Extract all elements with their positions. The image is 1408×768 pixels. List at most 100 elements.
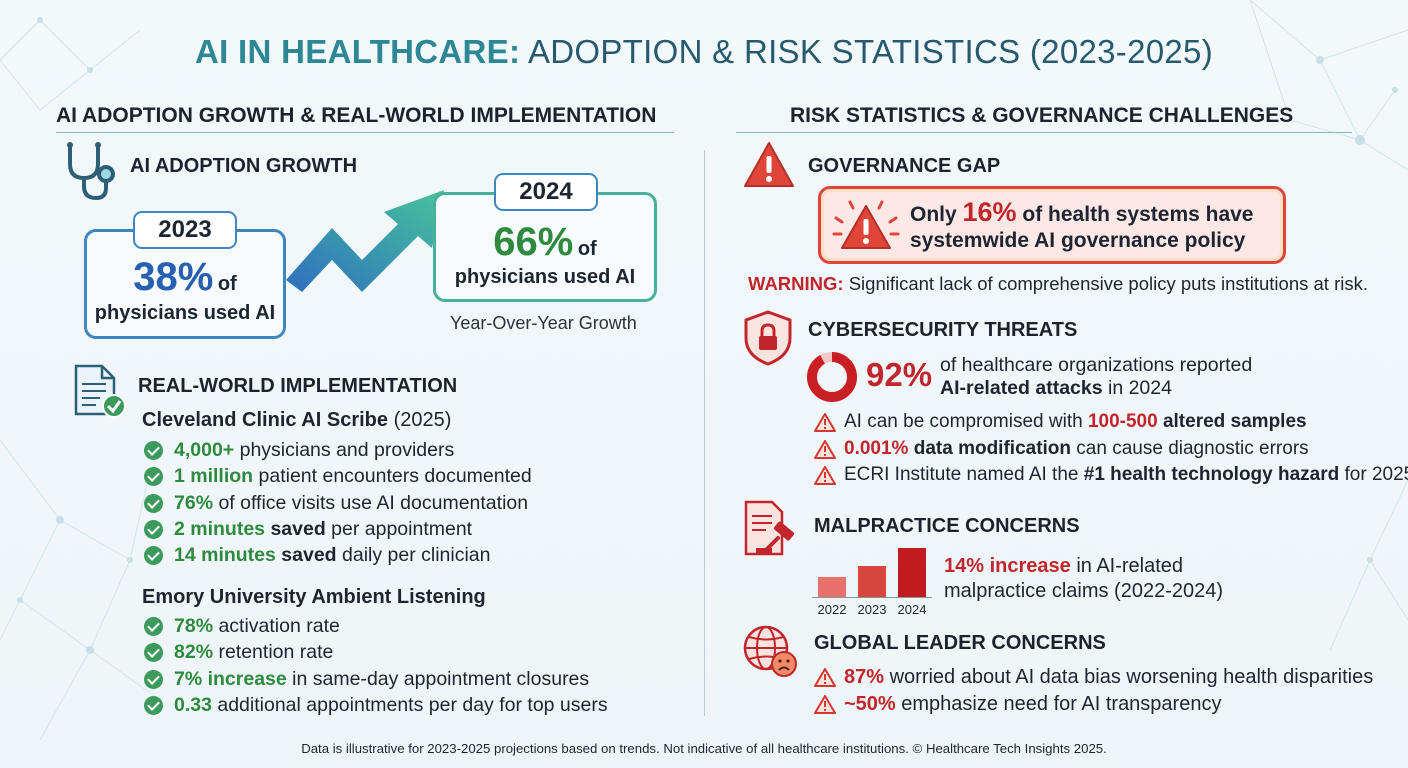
column-divider bbox=[704, 150, 705, 716]
stat-text: activation rate bbox=[213, 615, 340, 637]
check-icon bbox=[144, 546, 163, 566]
governance-warning: WARNING: Significant lack of comprehensi… bbox=[748, 273, 1368, 295]
list-item: 0.001% data modification can cause diagn… bbox=[814, 436, 1408, 463]
stat-highlight: 78% bbox=[174, 615, 214, 637]
list-item: 78% activation rate bbox=[144, 613, 608, 639]
stat-bold: saved bbox=[265, 517, 326, 540]
cyber-risk-list: AI can be compromised with 100-500 alter… bbox=[814, 409, 1408, 489]
growth-caption: Year-Over-Year Growth bbox=[450, 313, 637, 333]
risk-post: can cause diagnostic errors bbox=[1071, 437, 1309, 459]
governance-post: of health systems have bbox=[1016, 203, 1254, 226]
stat-highlight: 76% bbox=[174, 491, 214, 514]
adoption-2024-caption: physicians used AI bbox=[454, 266, 636, 288]
malpractice-line-2: malpractice claims (2022-2024) bbox=[944, 580, 1224, 602]
check-icon bbox=[144, 519, 163, 539]
adoption-2023-caption: physicians used AI bbox=[94, 302, 276, 324]
warning-icon bbox=[814, 668, 836, 687]
year-2023-tag: 2023 bbox=[133, 211, 237, 249]
warning-icon bbox=[814, 694, 836, 714]
bar-baseline bbox=[812, 597, 932, 598]
warning-triangle-icon bbox=[744, 142, 794, 187]
global-concerns-list: 87% worried about AI data bias worsening… bbox=[814, 664, 1373, 717]
emory-title: Emory University Ambient Listening bbox=[142, 584, 486, 610]
warning-text: Significant lack of comprehensive policy… bbox=[843, 273, 1368, 294]
bar-label-2024: 2024 bbox=[897, 602, 927, 617]
stat-highlight: 7% increase bbox=[174, 667, 287, 690]
list-item: 1 million patient encounters documented bbox=[144, 463, 532, 489]
list-item: ECRI Institute named AI the #1 health te… bbox=[814, 462, 1408, 489]
cyber-donut-chart bbox=[807, 352, 857, 402]
concern-highlight: 87% bbox=[844, 666, 885, 688]
adoption-2023-percent-line: 38% of bbox=[84, 255, 286, 300]
check-icon bbox=[144, 617, 163, 636]
cleveland-title: Cleveland Clinic AI Scribe (2025) bbox=[142, 407, 451, 433]
adoption-2023-of: of bbox=[217, 273, 237, 295]
left-section-title: AI ADOPTION GROWTH & REAL-WORLD IMPLEMEN… bbox=[56, 104, 657, 127]
list-item: 4,000+ physicians and providers bbox=[144, 437, 532, 463]
malpractice-rest: in AI-related bbox=[1070, 555, 1184, 577]
globe-sad-face-icon bbox=[743, 625, 797, 677]
document-check-icon bbox=[74, 364, 126, 418]
global-heading: GLOBAL LEADER CONCERNS bbox=[814, 632, 1106, 654]
governance-callout bbox=[818, 186, 1286, 264]
title-rest: ADOPTION & RISK STATISTICS (2023-2025) bbox=[527, 33, 1213, 70]
list-item: 87% worried about AI data bias worsening… bbox=[814, 664, 1373, 691]
bar-label-2022: 2022 bbox=[817, 602, 847, 617]
cyber-bold: AI-related attacks bbox=[940, 377, 1103, 399]
list-item: 7% increase in same-day appointment clos… bbox=[144, 666, 608, 692]
warning-icon bbox=[814, 413, 836, 432]
governance-heading: GOVERNANCE GAP bbox=[808, 155, 1001, 177]
risk-bold: data modification bbox=[908, 437, 1072, 459]
malpractice-highlight: 14% increase bbox=[944, 555, 1071, 577]
adoption-2023-percent: 38% bbox=[133, 255, 214, 299]
stat-text: patient encounters documented bbox=[253, 465, 532, 488]
alert-burst-icon bbox=[832, 200, 900, 249]
implementation-heading: REAL-WORLD IMPLEMENTATION bbox=[138, 375, 458, 397]
page-title: AI IN HEALTHCARE: ADOPTION & RISK STATIS… bbox=[0, 30, 1408, 74]
adoption-2024-percent-line: 66% of bbox=[433, 220, 657, 265]
check-icon bbox=[144, 669, 163, 689]
stat-text: additional appointments per day for top … bbox=[211, 693, 608, 716]
bar-label-2023: 2023 bbox=[857, 602, 887, 617]
cyber-line-2: AI-related attacks in 2024 bbox=[940, 377, 1172, 400]
list-item: AI can be compromised with 100-500 alter… bbox=[814, 409, 1408, 436]
warning-icon bbox=[814, 439, 836, 459]
adoption-heading: AI ADOPTION GROWTH bbox=[130, 155, 358, 177]
shield-lock-icon bbox=[744, 310, 792, 366]
cleveland-year: (2025) bbox=[393, 409, 452, 431]
footer-disclaimer: Data is illustrative for 2023-2025 proje… bbox=[301, 741, 1107, 756]
stat-highlight: 4,000+ bbox=[174, 439, 235, 461]
check-icon bbox=[144, 695, 163, 715]
list-item: ~50% emphasize need for AI transparency bbox=[814, 691, 1373, 718]
bar-2022 bbox=[818, 577, 846, 597]
stat-text: physicians and providers bbox=[234, 439, 455, 461]
list-item: 14 minutes saved daily per clinician bbox=[144, 542, 532, 568]
concern-text: worried about AI data bias worsening hea… bbox=[884, 666, 1374, 688]
risk-bold: #1 health technology hazard bbox=[1083, 464, 1340, 485]
emory-name: Emory University Ambient Listening bbox=[142, 586, 486, 608]
growth-arrow-icon bbox=[286, 190, 444, 292]
malpractice-bar-chart bbox=[812, 540, 932, 598]
cyber-line-1: of healthcare organizations reported bbox=[940, 354, 1253, 376]
list-item: 76% of office visits use AI documentatio… bbox=[144, 490, 532, 516]
check-icon bbox=[144, 493, 163, 513]
adoption-2024-of: of bbox=[577, 238, 597, 260]
warning-label: WARNING: bbox=[748, 273, 844, 294]
stat-bold: saved bbox=[275, 544, 337, 567]
right-section-title: RISK STATISTICS & GOVERNANCE CHALLENGES bbox=[790, 104, 1294, 127]
stat-text: daily per clinician bbox=[336, 544, 491, 567]
malpractice-heading: MALPRACTICE CONCERNS bbox=[814, 515, 1080, 537]
adoption-2024-percent: 66% bbox=[493, 220, 574, 264]
check-icon bbox=[144, 441, 163, 460]
stat-highlight: 2 minutes bbox=[174, 517, 266, 540]
governance-line-1: Only 16% of health systems have bbox=[910, 199, 1254, 228]
stat-highlight: 14 minutes bbox=[174, 544, 276, 567]
governance-percent: 16% bbox=[962, 197, 1017, 227]
stat-highlight: 0.33 bbox=[174, 693, 212, 716]
right-section-rule bbox=[736, 132, 1352, 133]
risk-bold: altered samples bbox=[1157, 411, 1307, 432]
list-item: 2 minutes saved per appointment bbox=[144, 516, 532, 542]
risk-highlight: 100-500 bbox=[1087, 411, 1158, 432]
list-item: 0.33 additional appointments per day for… bbox=[144, 692, 608, 718]
